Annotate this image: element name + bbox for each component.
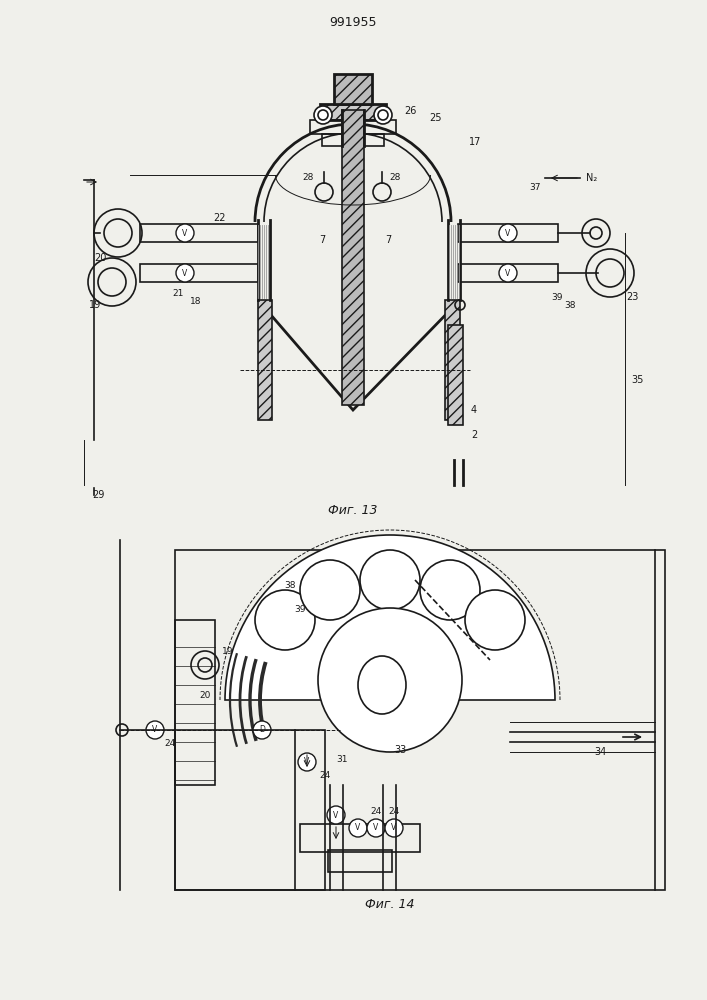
Bar [334, 74, 372, 104]
Text: 24: 24 [388, 808, 399, 816]
Bar [258, 300, 272, 420]
Text: 37: 37 [530, 184, 541, 192]
Text: V: V [182, 229, 187, 237]
Text: 31: 31 [337, 756, 348, 764]
Bar [300, 824, 420, 852]
Text: 38: 38 [284, 580, 296, 589]
Text: 20: 20 [94, 253, 106, 263]
Bar [458, 224, 558, 242]
Text: 7: 7 [385, 235, 391, 245]
Text: 25: 25 [428, 113, 441, 123]
Circle shape [176, 224, 194, 242]
Wedge shape [225, 535, 555, 700]
Circle shape [298, 753, 316, 771]
Bar [140, 224, 258, 242]
Bar [175, 730, 325, 890]
Circle shape [146, 721, 164, 739]
Bar [448, 325, 463, 425]
Text: V: V [373, 824, 379, 832]
Text: 19: 19 [222, 648, 234, 656]
Text: 29: 29 [92, 490, 104, 500]
Bar [175, 550, 665, 890]
Text: V: V [506, 268, 510, 277]
Text: 39: 39 [294, 605, 305, 614]
Text: 33: 33 [394, 745, 406, 755]
Text: 17: 17 [469, 137, 481, 147]
Bar [322, 134, 384, 146]
Text: 24: 24 [320, 770, 331, 780]
Circle shape [314, 106, 332, 124]
Text: 4: 4 [471, 405, 477, 415]
Text: N₂: N₂ [586, 173, 597, 183]
Text: V: V [392, 824, 397, 832]
Text: Фиг. 13: Фиг. 13 [328, 504, 378, 516]
Text: 23: 23 [626, 292, 638, 302]
Text: 24: 24 [370, 808, 382, 816]
Text: V: V [182, 268, 187, 277]
Text: 26: 26 [404, 106, 416, 116]
Circle shape [420, 560, 480, 620]
Text: V: V [356, 824, 361, 832]
Text: 2: 2 [471, 430, 477, 440]
Text: 7: 7 [319, 235, 325, 245]
Circle shape [374, 106, 392, 124]
Circle shape [385, 819, 403, 837]
Bar [175, 620, 215, 785]
Text: V: V [305, 758, 310, 766]
Bar [445, 300, 460, 420]
Circle shape [327, 806, 345, 824]
Circle shape [465, 590, 525, 650]
Text: Фиг. 14: Фиг. 14 [366, 898, 415, 912]
Text: 34: 34 [594, 747, 606, 757]
Text: 28: 28 [390, 174, 401, 182]
Text: 991955: 991955 [329, 15, 377, 28]
Text: V: V [153, 726, 158, 734]
Circle shape [300, 560, 360, 620]
Text: 24: 24 [164, 738, 175, 748]
Bar [458, 264, 558, 282]
Text: 22: 22 [214, 213, 226, 223]
Circle shape [176, 264, 194, 282]
Circle shape [367, 819, 385, 837]
Circle shape [318, 608, 462, 752]
Bar [140, 264, 258, 282]
Circle shape [499, 264, 517, 282]
Circle shape [360, 550, 420, 610]
Circle shape [499, 224, 517, 242]
Text: 28: 28 [303, 174, 314, 182]
Text: 20: 20 [199, 690, 211, 700]
Bar [328, 850, 392, 872]
Text: 18: 18 [190, 298, 201, 306]
Circle shape [255, 590, 315, 650]
Circle shape [349, 819, 367, 837]
Text: 35: 35 [632, 375, 644, 385]
Text: V: V [334, 810, 339, 820]
Text: V: V [506, 229, 510, 237]
Text: 19: 19 [89, 300, 101, 310]
Circle shape [253, 721, 271, 739]
Bar [310, 120, 396, 134]
Bar [342, 110, 364, 405]
Text: 38: 38 [564, 300, 575, 310]
Text: D: D [259, 726, 265, 734]
Text: 39: 39 [551, 292, 563, 302]
Text: 21: 21 [173, 288, 184, 298]
Bar [320, 104, 386, 120]
